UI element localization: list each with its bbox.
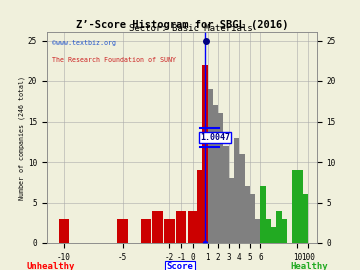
Bar xyxy=(239,154,244,243)
Text: Sector: Basic Materials: Sector: Basic Materials xyxy=(129,24,253,33)
Bar xyxy=(229,178,234,243)
Bar xyxy=(152,211,163,243)
Bar xyxy=(213,105,218,243)
Bar xyxy=(244,186,250,243)
Text: 1.0047: 1.0047 xyxy=(200,133,230,142)
Text: Unhealthy: Unhealthy xyxy=(26,262,75,270)
Bar xyxy=(188,211,198,243)
Bar xyxy=(266,219,271,243)
Bar xyxy=(276,211,282,243)
Bar xyxy=(224,146,229,243)
Bar xyxy=(117,219,128,243)
Title: Z’-Score Histogram for SBGL (2016): Z’-Score Histogram for SBGL (2016) xyxy=(76,20,288,30)
Bar xyxy=(202,65,208,243)
Bar xyxy=(208,89,213,243)
Bar xyxy=(197,170,202,243)
Bar xyxy=(176,211,186,243)
Y-axis label: Number of companies (246 total): Number of companies (246 total) xyxy=(19,76,25,200)
Bar xyxy=(164,219,175,243)
Bar xyxy=(234,138,239,243)
Bar xyxy=(250,194,255,243)
Bar xyxy=(260,186,266,243)
Bar xyxy=(59,219,69,243)
Bar xyxy=(303,194,308,243)
Bar xyxy=(282,219,287,243)
Bar xyxy=(141,219,151,243)
Text: Healthy: Healthy xyxy=(291,262,328,270)
Bar xyxy=(255,219,260,243)
Bar xyxy=(271,227,276,243)
Bar xyxy=(297,170,303,243)
Text: ©www.textbiz.org: ©www.textbiz.org xyxy=(52,40,116,46)
Bar xyxy=(218,113,224,243)
Text: The Research Foundation of SUNY: The Research Foundation of SUNY xyxy=(52,57,176,63)
Text: Score: Score xyxy=(167,262,193,270)
Bar xyxy=(292,170,297,243)
